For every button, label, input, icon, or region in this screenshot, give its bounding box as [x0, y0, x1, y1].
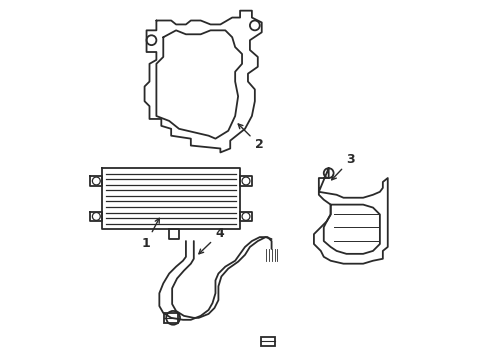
Text: 4: 4: [199, 227, 224, 254]
Text: 2: 2: [238, 124, 264, 152]
Text: 3: 3: [332, 153, 355, 180]
Text: 1: 1: [142, 218, 159, 250]
